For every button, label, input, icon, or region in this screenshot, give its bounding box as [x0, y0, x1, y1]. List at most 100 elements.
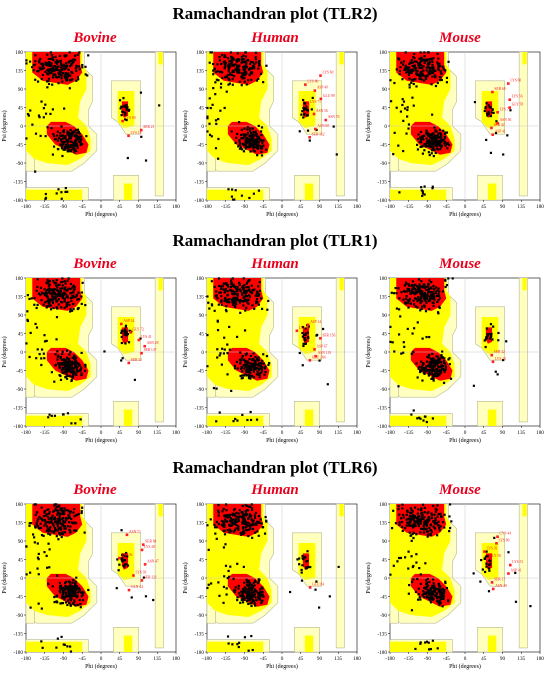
- residue-point: [47, 530, 50, 533]
- residue-point: [241, 532, 244, 536]
- residue-point: [225, 298, 228, 302]
- residue-point: [65, 349, 69, 352]
- residue-point: [443, 370, 446, 373]
- residue-point: [265, 64, 268, 67]
- residue-point: [48, 64, 51, 67]
- residue-point: [265, 148, 268, 151]
- residue-point: [76, 603, 79, 607]
- residue-point: [260, 126, 264, 129]
- residue-point: [61, 592, 65, 595]
- residue-point: [248, 358, 251, 361]
- residue-point: [50, 71, 53, 75]
- residue-point: [243, 133, 247, 136]
- residue-point: [251, 600, 254, 603]
- residue-point: [54, 507, 57, 510]
- residue-point: [433, 126, 436, 129]
- residue-point: [288, 590, 292, 594]
- residue-point: [26, 319, 29, 323]
- outlier-point: [491, 587, 495, 591]
- residue-point: [240, 194, 244, 197]
- x-tick-label: -135: [221, 656, 231, 662]
- residue-point: [27, 114, 31, 117]
- residue-point: [418, 62, 421, 65]
- residue-point: [64, 601, 68, 604]
- residue-point: [233, 292, 236, 295]
- residue-point: [436, 52, 439, 55]
- residue-point: [404, 66, 407, 69]
- residue-point: [422, 524, 425, 527]
- residue-point: [42, 303, 45, 306]
- residue-point: [252, 352, 255, 355]
- residue-point: [424, 592, 428, 596]
- residue-point: [76, 131, 79, 134]
- residue-point: [427, 151, 430, 154]
- residue-point: [68, 51, 71, 54]
- residue-point: [60, 522, 63, 525]
- residue-point: [486, 554, 489, 558]
- residue-point: [420, 367, 423, 370]
- residue-point: [421, 152, 424, 155]
- residue-point: [430, 138, 434, 141]
- residue-point: [58, 54, 62, 57]
- y-tick-label: -180: [13, 650, 23, 656]
- residue-point: [434, 510, 437, 513]
- residue-point: [244, 299, 247, 303]
- residue-point: [391, 341, 394, 344]
- residue-point: [256, 138, 259, 141]
- residue-point: [446, 147, 449, 150]
- residue-point: [66, 374, 69, 378]
- residue-point: [54, 284, 58, 287]
- residue-point: [240, 533, 243, 536]
- residue-point: [223, 525, 226, 529]
- residue-point: [232, 70, 235, 73]
- residue-point: [60, 535, 63, 539]
- allowed-region-far-right: [522, 52, 527, 65]
- residue-point: [221, 524, 225, 527]
- residue-point: [122, 559, 125, 562]
- residue-point: [227, 77, 230, 80]
- outlier-label: SER 32: [131, 358, 142, 362]
- residue-point: [33, 503, 36, 506]
- residue-point: [425, 530, 428, 533]
- residue-point: [233, 590, 236, 594]
- residue-point: [226, 343, 229, 346]
- residue-point: [33, 297, 36, 300]
- residue-point: [496, 373, 499, 376]
- residue-point: [238, 641, 241, 644]
- residue-point: [126, 555, 129, 558]
- residue-point: [426, 535, 429, 538]
- residue-point: [69, 599, 72, 602]
- x-tick-label: 45: [298, 430, 304, 436]
- residue-point: [206, 130, 209, 133]
- residue-point: [432, 597, 435, 600]
- residue-point: [254, 130, 257, 133]
- residue-point: [30, 297, 33, 300]
- residue-point: [61, 301, 64, 304]
- residue-point: [443, 135, 447, 139]
- residue-point: [50, 414, 53, 417]
- residue-point: [37, 114, 41, 117]
- residue-point: [438, 79, 442, 82]
- residue-point: [246, 126, 249, 129]
- y-tick-label: 45: [382, 105, 388, 111]
- residue-point: [243, 77, 246, 80]
- outlier-point: [496, 111, 499, 114]
- residue-point: [128, 329, 131, 332]
- residue-point: [422, 69, 425, 72]
- residue-point: [435, 286, 438, 289]
- residue-point: [223, 575, 226, 578]
- residue-point: [397, 57, 400, 60]
- residue-point: [397, 508, 400, 511]
- residue-point: [208, 122, 211, 125]
- residue-point: [231, 198, 235, 201]
- residue-point: [55, 192, 58, 195]
- residue-point: [45, 80, 49, 83]
- residue-point: [37, 552, 40, 556]
- residue-point: [75, 134, 79, 137]
- residue-point: [433, 358, 436, 361]
- outlier-label: SER 42: [494, 350, 505, 354]
- outlier-point: [507, 572, 510, 575]
- residue-point: [44, 112, 48, 115]
- residue-point: [409, 302, 412, 305]
- residue-point: [267, 363, 270, 366]
